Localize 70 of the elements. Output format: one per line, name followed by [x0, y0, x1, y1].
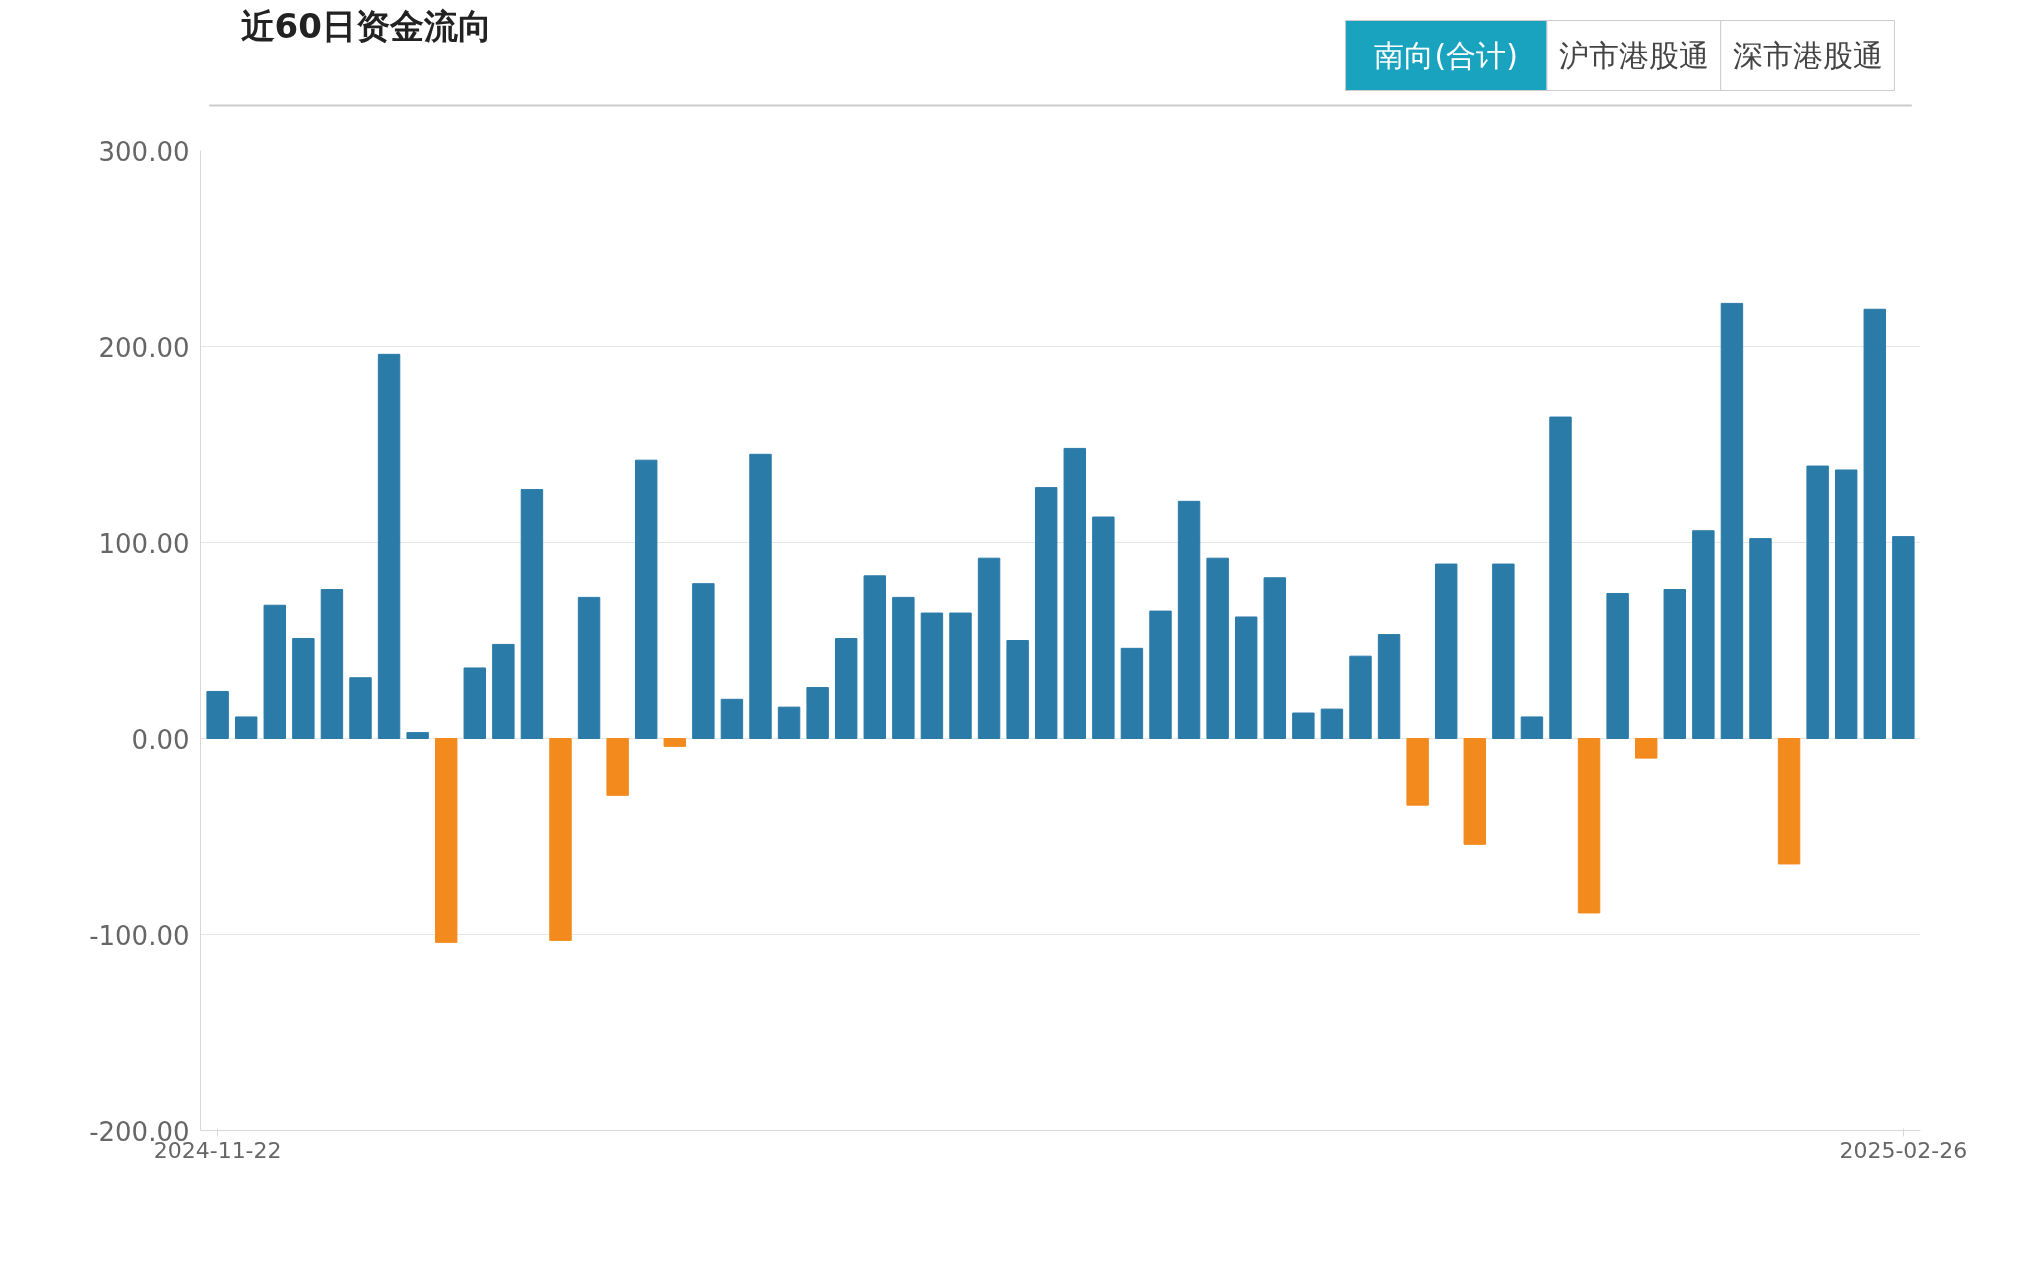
bar [435, 738, 458, 943]
bar [1863, 308, 1886, 739]
bar [1092, 516, 1115, 739]
bar [1663, 589, 1686, 739]
bar [1320, 708, 1344, 739]
bar [1435, 563, 1458, 739]
text: 南向(合计) [1374, 38, 1518, 73]
bar [1635, 738, 1658, 759]
bar [920, 612, 944, 739]
bar [1377, 634, 1401, 739]
y-tick-label: 100.00 [98, 528, 190, 559]
bar [1292, 712, 1315, 739]
bar [235, 716, 258, 739]
bar [492, 643, 515, 739]
bar [1549, 416, 1572, 739]
bar [777, 706, 801, 739]
bar [1035, 487, 1058, 739]
bar [406, 732, 429, 739]
bar [1777, 738, 1801, 865]
bar [1520, 716, 1544, 739]
bar [1463, 738, 1486, 845]
x-tick-label: 2025-02-26 [1839, 1137, 1968, 1163]
bar [835, 638, 858, 739]
bar [806, 687, 829, 739]
bar [1692, 530, 1715, 739]
bar [206, 690, 229, 739]
bar [1577, 738, 1601, 914]
bar [977, 557, 1001, 739]
bar [1806, 465, 1829, 739]
bar [663, 738, 686, 747]
bar [749, 453, 772, 739]
y-tick-label: -100.00 [89, 920, 190, 951]
y-tick-label: 300.00 [98, 136, 190, 167]
bar [292, 638, 315, 739]
bar [606, 738, 629, 796]
bar [863, 575, 886, 739]
text: 深市港股通 [1732, 38, 1883, 73]
bar [1006, 640, 1029, 739]
bar [720, 698, 744, 739]
bar [949, 612, 972, 739]
bar [520, 489, 544, 739]
bar [1492, 563, 1515, 739]
bar [1063, 447, 1086, 739]
bar [263, 604, 286, 739]
chart-title: 近60日资金流向 [240, 5, 492, 46]
bar [1120, 647, 1144, 739]
text: 沪市港股通 [1558, 38, 1709, 73]
bar [577, 596, 601, 739]
bar [1177, 500, 1201, 739]
bar [692, 583, 715, 739]
bar [1349, 655, 1372, 739]
bar [1235, 616, 1258, 739]
bar [635, 459, 658, 739]
bar [1720, 302, 1744, 739]
bar [1835, 469, 1858, 739]
bar [549, 738, 572, 941]
bar [377, 353, 401, 739]
y-tick-label: 0.00 [131, 724, 190, 755]
bar [892, 596, 915, 739]
y-tick-label: 200.00 [98, 332, 190, 363]
bar [463, 667, 486, 739]
bar [1606, 592, 1629, 739]
bar [1749, 538, 1772, 739]
bar [1406, 738, 1429, 806]
bar [1149, 610, 1172, 739]
bar [1263, 577, 1286, 739]
bar [320, 589, 344, 739]
bar [1206, 557, 1229, 739]
bar [1892, 536, 1915, 739]
bar [349, 677, 372, 739]
